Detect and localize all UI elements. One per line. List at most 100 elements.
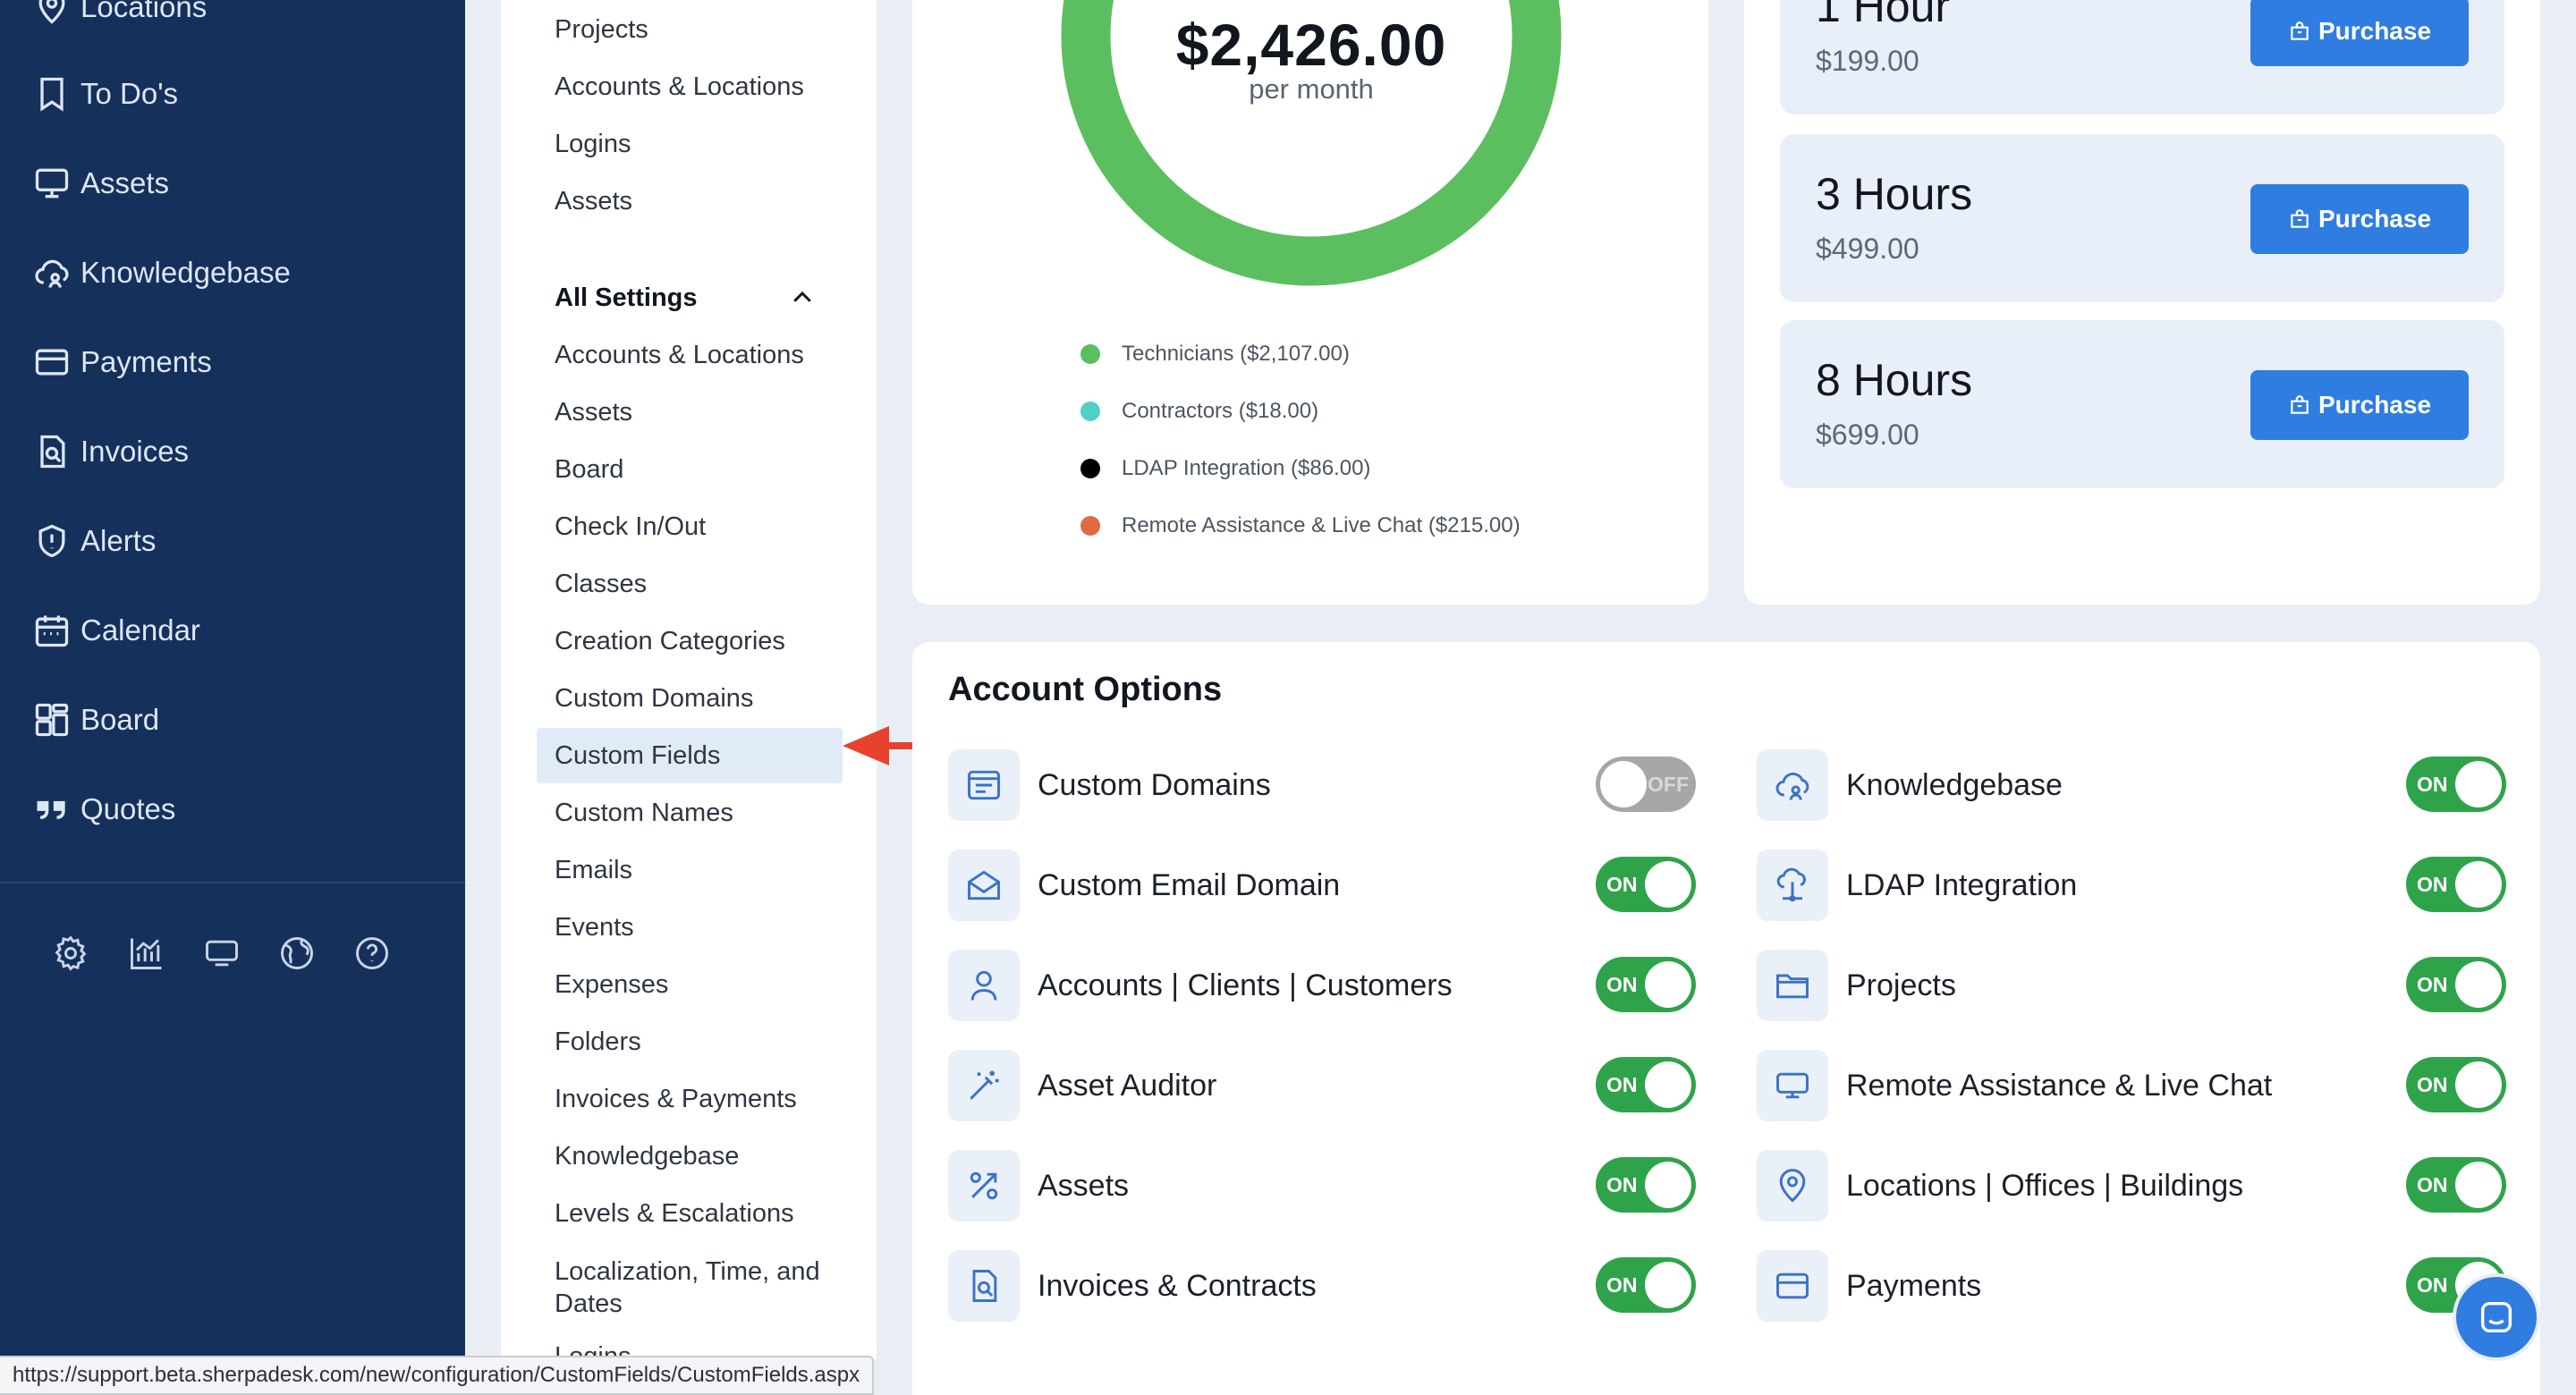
settings-link-check-in-out[interactable]: Check In/Out (555, 512, 707, 541)
toggle-state: ON (1606, 1173, 1638, 1196)
package-3-hours: 3 Hours $499.00 Purchase (1780, 134, 2504, 302)
billing-total-amount: $2,426.00 (1175, 12, 1447, 78)
accounts-toggle[interactable]: ON (1596, 957, 1696, 1012)
chart-icon[interactable] (127, 934, 166, 973)
ldap-integration-toggle[interactable]: ON (2406, 857, 2506, 912)
shopping-bag-icon (2291, 209, 2309, 228)
purchase-button[interactable]: Purchase (2250, 184, 2469, 254)
settings-link-custom-domains[interactable]: Custom Domains (555, 683, 754, 713)
menu-link-projects[interactable]: Projects (555, 14, 648, 44)
sidebar-item-label: Quotes (80, 792, 176, 825)
help-icon[interactable] (352, 934, 392, 973)
knowledgebase-toggle[interactable]: ON (2406, 757, 2506, 812)
package-title: 3 Hours (1816, 169, 1973, 219)
sidebar-divider (0, 882, 465, 884)
settings-link-localization[interactable]: Localization, Time, and Dates (555, 1257, 820, 1318)
invoice-search-icon (32, 432, 72, 471)
sidebar-item-payments[interactable]: Payments (32, 326, 212, 398)
sidebar-item-todos[interactable]: To Do's (32, 58, 178, 130)
option-remote-assistance: Remote Assistance & Live Chat (1757, 1048, 2272, 1123)
sidebar-item-assets[interactable]: Assets (32, 148, 169, 219)
settings-link-custom-fields[interactable]: Custom Fields (537, 728, 843, 783)
sidebar-item-calendar[interactable]: Calendar (32, 595, 200, 666)
invoices-contracts-toggle[interactable]: ON (1596, 1257, 1696, 1313)
settings-link-emails[interactable]: Emails (555, 855, 633, 884)
option-label: Custom Email Domain (1038, 867, 1341, 902)
cloud-people-icon (32, 253, 72, 292)
purchase-button[interactable]: Purchase (2250, 370, 2469, 440)
sidebar-item-locations[interactable]: Locations (32, 0, 207, 43)
option-knowledgebase: Knowledgebase (1757, 748, 2063, 823)
sidebar-item-quotes[interactable]: Quotes (32, 774, 175, 845)
shield-alert-icon (32, 521, 72, 561)
toggle-knob (2455, 961, 2502, 1008)
billing-summary-card (912, 0, 1708, 604)
option-label: Custom Domains (1038, 767, 1271, 802)
settings-link-expenses[interactable]: Expenses (555, 969, 669, 999)
toggle-knob (2455, 1162, 2502, 1208)
live-chat-button[interactable] (2453, 1273, 2540, 1361)
board-icon (32, 700, 72, 740)
custom-domains-toggle[interactable]: OFF (1596, 757, 1696, 812)
folder-icon (1757, 950, 1828, 1021)
settings-link-accounts-locations[interactable]: Accounts & Locations (555, 340, 804, 369)
toggle-knob (1645, 961, 1691, 1008)
assets-toggle[interactable]: ON (1596, 1157, 1696, 1213)
bookmark-icon (32, 74, 72, 114)
all-settings-header[interactable]: All Settings (555, 283, 698, 312)
settings-link-folders[interactable]: Folders (555, 1027, 641, 1056)
settings-link-levels-escalations[interactable]: Levels & Escalations (555, 1198, 794, 1228)
option-label: Invoices & Contracts (1038, 1268, 1317, 1303)
sidebar-item-label: Calendar (80, 613, 200, 647)
toggle-knob (1645, 1061, 1691, 1108)
toggle-knob (2455, 861, 2502, 908)
settings-link-board[interactable]: Board (555, 454, 624, 484)
toggle-state: ON (1606, 873, 1638, 896)
toggle-knob (1645, 861, 1691, 908)
sidebar-item-label: Alerts (80, 524, 157, 557)
chevron-up-icon[interactable] (789, 284, 816, 311)
gear-icon[interactable] (51, 934, 90, 973)
toggle-knob (1600, 761, 1647, 807)
option-label: Knowledgebase (1846, 767, 2063, 802)
settings-link-assets[interactable]: Assets (555, 397, 633, 427)
toggle-state: ON (1606, 973, 1638, 996)
sidebar-item-alerts[interactable]: Alerts (32, 505, 156, 577)
option-invoices-contracts: Invoices & Contracts (948, 1248, 1317, 1323)
settings-link-classes[interactable]: Classes (555, 569, 648, 598)
toggle-state: ON (2417, 773, 2448, 796)
sidebar-item-knowledgebase[interactable]: Knowledgebase (32, 237, 291, 309)
settings-link-custom-names[interactable]: Custom Names (555, 798, 733, 827)
toggle-knob (1645, 1162, 1691, 1208)
option-custom-email-domain: Custom Email Domain (948, 848, 1340, 923)
asset-auditor-toggle[interactable]: ON (1596, 1057, 1696, 1112)
settings-link-events[interactable]: Events (555, 912, 634, 942)
sidebar-item-invoices[interactable]: Invoices (32, 416, 189, 487)
projects-toggle[interactable]: ON (2406, 957, 2506, 1012)
purchase-button[interactable]: Purchase (2250, 0, 2469, 66)
sidebar-item-label: Locations (80, 0, 208, 23)
locations-toggle[interactable]: ON (2406, 1157, 2506, 1213)
monitor-icon[interactable] (202, 934, 242, 973)
settings-link-creation-categories[interactable]: Creation Categories (555, 626, 785, 655)
option-label: Assets (1038, 1168, 1130, 1203)
settings-menu-panel: Projects Accounts & Locations Logins Ass… (501, 0, 877, 1371)
globe-icon[interactable] (277, 934, 317, 973)
purchase-button-label: Purchase (2318, 17, 2432, 45)
toggle-knob (1645, 1262, 1691, 1308)
menu-link-logins[interactable]: Logins (555, 129, 631, 158)
menu-link-assets[interactable]: Assets (555, 186, 633, 216)
option-payments: Payments (1757, 1248, 1981, 1323)
settings-link-invoices-payments[interactable]: Invoices & Payments (555, 1084, 797, 1113)
legend-dot (1080, 344, 1100, 364)
toggle-state: ON (1606, 1073, 1638, 1096)
monitor-icon (1757, 1050, 1828, 1121)
envelope-open-icon (948, 850, 1020, 921)
legend-label: LDAP Integration ($86.00) (1122, 456, 1371, 480)
legend-item-remote-assistance: Remote Assistance & Live Chat ($215.00) (1080, 506, 1521, 545)
settings-link-knowledgebase[interactable]: Knowledgebase (555, 1141, 740, 1171)
menu-link-accounts-locations[interactable]: Accounts & Locations (555, 72, 804, 101)
remote-assistance-toggle[interactable]: ON (2406, 1057, 2506, 1112)
custom-email-domain-toggle[interactable]: ON (1596, 857, 1696, 912)
sidebar-item-board[interactable]: Board (32, 684, 159, 756)
